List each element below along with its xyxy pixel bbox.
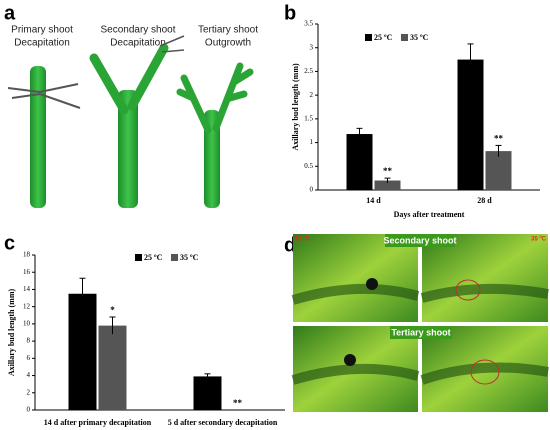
legend-label: 25 ºC bbox=[144, 253, 163, 262]
significance: ** bbox=[494, 133, 504, 143]
y-tick-label: 18 bbox=[23, 251, 31, 259]
y-tick-label: 0.5 bbox=[304, 162, 313, 170]
y-tick-label: 0 bbox=[27, 406, 31, 414]
y-axis-label: Axillary bud length (mm) bbox=[291, 63, 300, 151]
legend-swatch bbox=[365, 34, 372, 41]
y-tick-label: 16 bbox=[23, 268, 31, 276]
y-axis-label: Axillary bud length (mm) bbox=[7, 289, 16, 377]
significance: ** bbox=[383, 166, 393, 176]
temperature-label: 35 ºC bbox=[531, 237, 547, 243]
bar bbox=[98, 325, 127, 410]
bar bbox=[68, 293, 97, 410]
legend-swatch bbox=[171, 254, 178, 261]
caption: Decapitation bbox=[14, 38, 70, 49]
legend-label: 35 ºC bbox=[410, 33, 429, 42]
y-tick-label: 12 bbox=[23, 302, 31, 310]
y-tick-label: 2 bbox=[310, 91, 314, 99]
bar bbox=[346, 134, 373, 190]
y-tick-label: 0 bbox=[310, 186, 314, 194]
temperature-label: 25 ºC bbox=[295, 237, 311, 243]
y-tick-label: 1 bbox=[310, 138, 314, 146]
legend-swatch bbox=[135, 254, 142, 261]
x-axis-label: Days after treatment bbox=[394, 210, 465, 219]
bar bbox=[485, 151, 512, 190]
y-tick-label: 2 bbox=[27, 388, 31, 396]
x-tick-label: 5 d after secondary decapitation bbox=[168, 418, 278, 427]
y-tick-label: 6 bbox=[27, 354, 31, 362]
panel-label: c bbox=[4, 232, 15, 254]
bar bbox=[374, 180, 401, 190]
x-tick-label: 14 d bbox=[366, 196, 381, 205]
legend-swatch bbox=[401, 34, 408, 41]
y-tick-label: 10 bbox=[23, 319, 31, 327]
bar bbox=[193, 376, 222, 410]
y-tick-label: 3.5 bbox=[304, 20, 313, 28]
y-tick-label: 4 bbox=[27, 371, 31, 379]
panel-label: b bbox=[284, 2, 296, 24]
caption: Tertiary shoot bbox=[198, 25, 258, 36]
caption: Primary shoot bbox=[11, 25, 73, 36]
y-tick-label: 14 bbox=[23, 285, 31, 293]
caption: Secondary shoot bbox=[100, 25, 175, 36]
y-tick-label: 2.5 bbox=[304, 67, 313, 75]
y-tick-label: 3 bbox=[310, 43, 314, 51]
legend-label: 25 ºC bbox=[374, 33, 393, 42]
bar bbox=[457, 59, 484, 191]
micrographs bbox=[291, 234, 549, 412]
caption: Outgrowth bbox=[205, 38, 251, 49]
y-tick-label: 1.5 bbox=[304, 114, 313, 122]
x-tick-label: 28 d bbox=[477, 196, 492, 205]
significance: ** bbox=[233, 398, 243, 408]
micrograph-title: Tertiary shoot bbox=[391, 327, 450, 337]
micrograph-title: Secondary shoot bbox=[383, 235, 456, 245]
legend-label: 35 ºC bbox=[180, 253, 199, 262]
illustration bbox=[7, 35, 254, 208]
x-tick-label: 14 d after primary decapitation bbox=[44, 418, 152, 427]
y-tick-label: 8 bbox=[27, 337, 31, 345]
significance: * bbox=[110, 305, 115, 315]
panel-label: a bbox=[4, 2, 16, 24]
caption: Decapitation bbox=[110, 38, 166, 49]
